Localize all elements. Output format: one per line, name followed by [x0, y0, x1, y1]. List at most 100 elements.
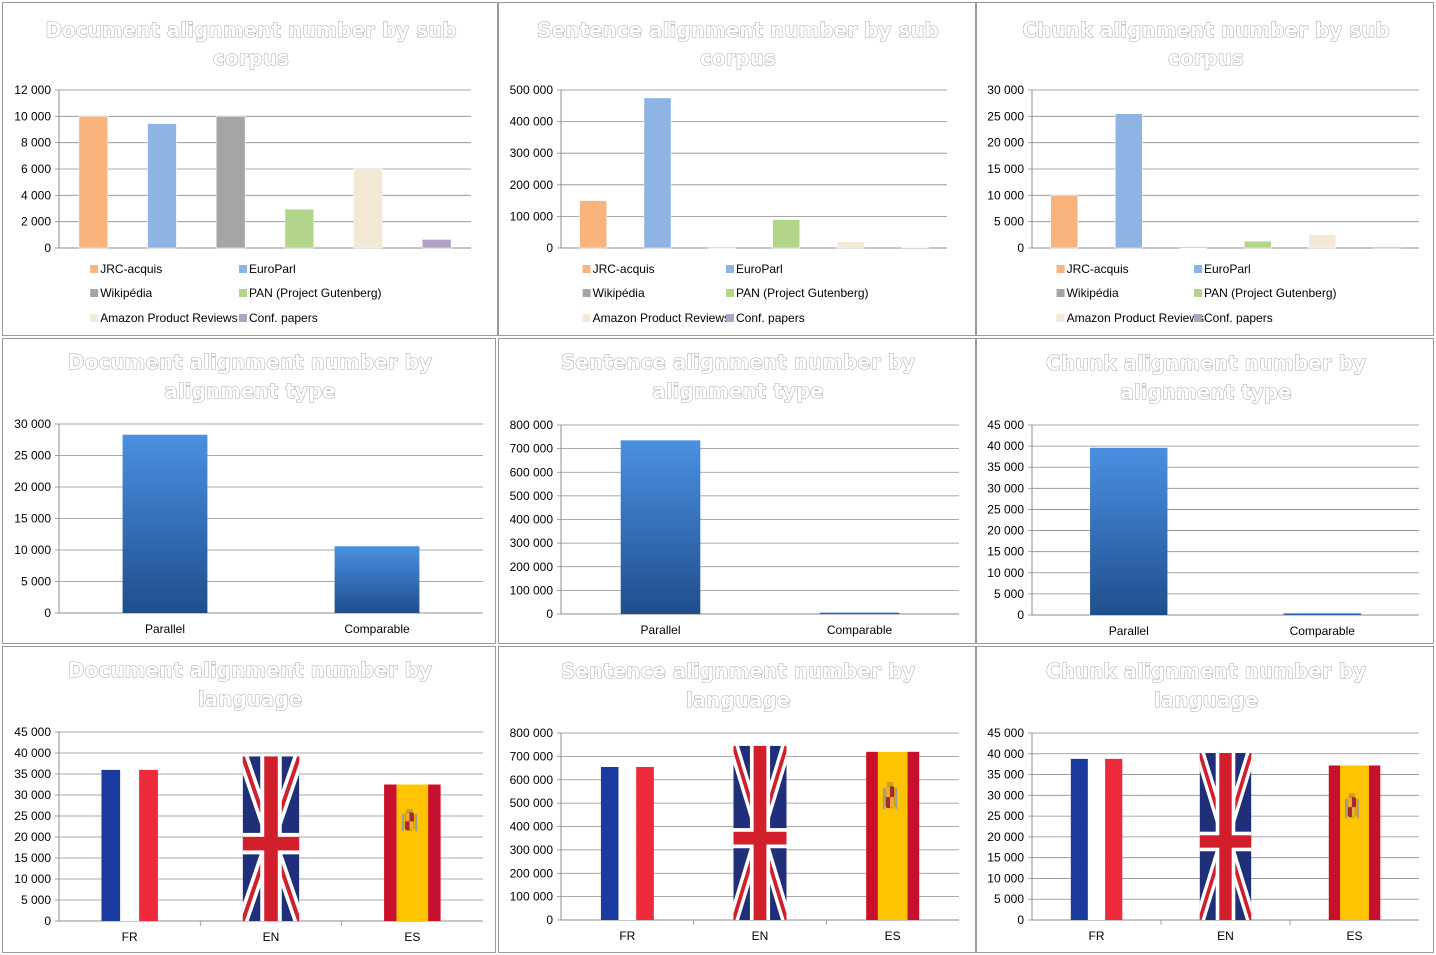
y-tick-label: 500 000 — [510, 83, 554, 97]
bar-pan-project-gutenberg- — [1243, 240, 1272, 249]
chart-chunk-by-subcorpus: Chunk alignment number by sub corpus 0 5 00… — [976, 2, 1434, 336]
bar-jrc-acquis — [1050, 195, 1079, 249]
legend-label: Wikipédia — [593, 286, 645, 300]
bar-amazon-product-reviews — [836, 241, 865, 249]
coat-of-arms-icon — [401, 809, 418, 832]
x-tick-label: Parallel — [640, 623, 680, 637]
chart-chunk-by-language: Chunk alignment number by language 0 5 000 1… — [976, 646, 1434, 953]
bar-europarl — [643, 97, 672, 249]
y-tick-label: 0 — [1017, 241, 1024, 255]
flag-fr-blue-stripe — [600, 766, 619, 920]
y-tick-label: 40 000 — [14, 746, 51, 760]
bar-pan-project-gutenberg- — [772, 219, 800, 249]
legend-swatch — [239, 265, 247, 273]
y-tick-label: 400 000 — [510, 820, 554, 834]
bar-wikip-dia — [1179, 246, 1208, 249]
bar-fr-flag — [600, 766, 654, 920]
y-tick-label: 300 000 — [510, 536, 554, 550]
x-tick-label: ES — [885, 929, 901, 943]
y-tick-label: 40 000 — [987, 747, 1024, 761]
y-tick-label: 500 000 — [510, 796, 554, 810]
legend-swatch — [582, 314, 591, 322]
legend-label: JRC-acquis — [593, 262, 655, 276]
y-tick-label: 200 000 — [510, 560, 554, 574]
flag-fr-red-stripe — [636, 766, 654, 920]
flag-fr-red-stripe — [1105, 758, 1123, 920]
y-tick-label: 10 000 — [14, 109, 51, 123]
legend-swatch — [90, 314, 99, 322]
bar-pan-project-gutenberg- — [284, 208, 315, 249]
x-tick-label: Comparable — [827, 623, 893, 637]
bar-comparable — [1283, 613, 1361, 615]
legend-swatch — [239, 314, 247, 322]
legend-swatch — [90, 289, 99, 297]
coat-of-arms-icon — [882, 781, 898, 810]
bar-parallel — [620, 440, 701, 614]
y-tick-label: 20 000 — [987, 830, 1024, 844]
chart-title-line: Chunk alignment number by — [1046, 351, 1366, 375]
legend-swatch — [1056, 265, 1065, 273]
legend-label: Wikipédia — [100, 286, 152, 300]
bar-conf-papers — [1372, 246, 1401, 249]
y-tick-label: 0 — [546, 607, 553, 621]
legend-label: Conf. papers — [1204, 311, 1273, 325]
y-tick-label: 30 000 — [14, 788, 51, 802]
legend-label: Wikipédia — [1067, 286, 1119, 300]
y-tick-label: 30 000 — [987, 83, 1024, 97]
chart-title-line: Sentence alignment number by sub — [537, 18, 939, 42]
chart-title-line: language — [198, 687, 303, 711]
flag-es-red-band-right — [907, 751, 920, 920]
y-tick-label: 10 000 — [14, 543, 51, 557]
x-tick-label: EN — [752, 929, 769, 943]
x-tick-label: ES — [1346, 929, 1362, 943]
bar-es-flag — [384, 784, 441, 921]
chart-chunk-by-alignment-type: Chunk alignment number by alignment type 0… — [976, 338, 1434, 644]
chart-svg: Document alignment number by sub corpus 0 2… — [14, 18, 471, 325]
y-tick-label: 8 000 — [21, 136, 51, 150]
chart-svg: Sentence alignment number by language 0 100… — [510, 659, 959, 943]
y-tick-label: 30 000 — [14, 417, 51, 431]
y-tick-label: 45 000 — [987, 418, 1024, 432]
bar-amazon-product-reviews — [353, 168, 383, 249]
bar-jrc-acquis — [579, 200, 607, 249]
y-tick-label: 25 000 — [14, 449, 51, 463]
y-tick-label: 200 000 — [510, 178, 554, 192]
y-tick-label: 0 — [1017, 913, 1024, 927]
y-tick-label: 15 000 — [14, 851, 51, 865]
chart-svg: Sentence alignment number by alignment ty… — [510, 350, 959, 637]
y-tick-label: 5 000 — [994, 892, 1024, 906]
y-tick-label: 35 000 — [987, 768, 1024, 782]
y-tick-label: 0 — [44, 914, 51, 928]
bar-fr-flag — [1070, 758, 1123, 920]
bar-en-flag — [242, 756, 300, 921]
legend-swatch — [726, 265, 734, 273]
x-tick-label: Comparable — [344, 622, 410, 636]
y-tick-label: 20 000 — [987, 524, 1024, 538]
coat-of-arms-icon — [1344, 793, 1359, 819]
flag-fr-white-stripe — [1087, 758, 1106, 920]
legend-swatch — [239, 289, 247, 297]
legend-label: JRC-acquis — [1067, 262, 1129, 276]
x-tick-label: FR — [1089, 929, 1105, 943]
chart-title-line: Sentence alignment number by — [561, 350, 915, 374]
chart-svg: Sentence alignment number by sub corpus 0 1… — [510, 18, 947, 325]
chart-title-line: Document alignment number by — [68, 350, 432, 374]
y-tick-label: 20 000 — [14, 830, 51, 844]
y-tick-label: 200 000 — [510, 866, 554, 880]
y-tick-label: 300 000 — [510, 146, 554, 160]
chart-title-line: Chunk alignment number by — [1046, 659, 1366, 683]
y-tick-label: 2 000 — [21, 215, 51, 229]
flag-fr-white-stripe — [120, 769, 140, 921]
y-tick-label: 25 000 — [987, 809, 1024, 823]
chart-sentence-by-subcorpus: Sentence alignment number by sub corpus 0 1… — [498, 2, 976, 336]
flag-es-red-band-left — [384, 784, 397, 921]
legend-swatch — [726, 314, 734, 322]
chart-title-line: corpus — [213, 46, 289, 70]
y-tick-label: 600 000 — [510, 773, 554, 787]
bar-europarl — [147, 123, 177, 249]
flag-es-red-band-left — [1328, 765, 1341, 920]
legend-label: EuroParl — [736, 262, 783, 276]
bar-es-flag — [1328, 765, 1381, 920]
x-tick-label: FR — [619, 929, 635, 943]
y-tick-label: 20 000 — [14, 480, 51, 494]
